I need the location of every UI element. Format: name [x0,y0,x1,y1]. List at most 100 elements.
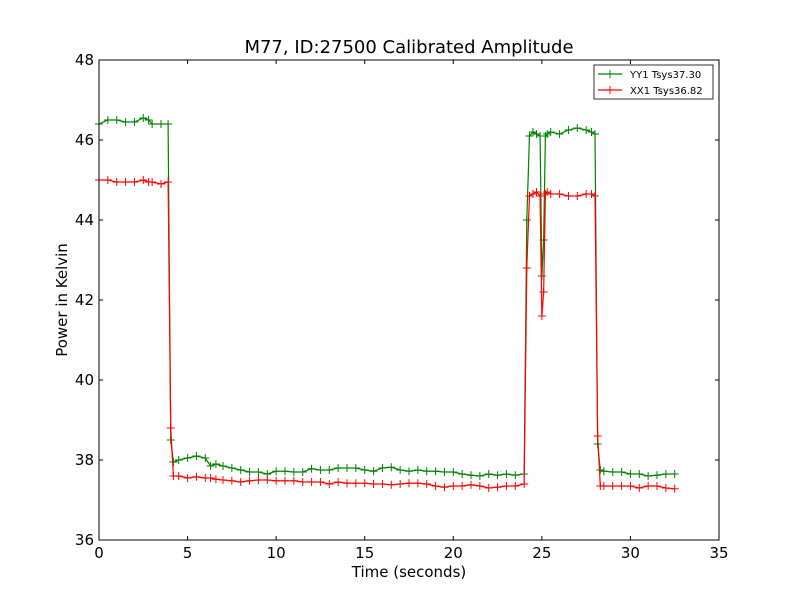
data-point [201,454,210,462]
data-point [148,120,157,128]
data-point [343,464,351,472]
data-point [263,476,272,484]
data-point [670,484,679,493]
data-point [378,464,387,472]
data-point [582,126,591,134]
x-tick-label: 0 [94,544,104,562]
data-point [493,483,502,492]
data-point [211,475,220,484]
x-tick-label: 25 [532,544,551,562]
data-point [183,474,192,482]
data-point [169,458,178,466]
data-point [396,466,405,474]
data-point [281,467,289,476]
y-tick-label: 44 [75,211,94,229]
data-point [467,471,475,480]
data-point [413,479,422,488]
data-point [431,467,440,476]
data-point [396,480,405,488]
data-point [661,484,670,492]
y-tick-label: 48 [75,51,94,69]
data-point [458,470,467,478]
data-point [298,478,307,486]
data-point [281,476,289,485]
data-point [157,180,165,188]
x-tick-label: 20 [444,544,463,562]
data-point [484,470,493,478]
data-point [245,468,254,476]
data-point [236,478,245,486]
data-point [626,482,635,490]
legend-label: XX1 Tsys36.82 [630,86,703,97]
data-point [316,478,325,486]
data-point [431,482,440,490]
data-point [369,467,378,476]
ticks-layer: 0 5 10 15 20 25 30 35 36 38 40 42 44 46 48 [75,51,729,562]
chart-title: M77, ID:27500 Calibrated Amplitude [244,37,573,58]
data-point [405,467,413,476]
data-point [511,471,520,480]
data-point [587,190,596,198]
data-point [532,188,541,196]
data-point [130,118,139,126]
data-point [351,464,360,472]
y-tick-label: 46 [75,131,94,149]
data-point [236,466,245,474]
data-point [599,467,608,476]
data-point [536,192,545,200]
data-point [522,264,531,272]
data-point [440,468,449,476]
data-point [298,468,307,476]
data-point [325,466,334,474]
data-point [206,474,215,482]
legend-marker [606,70,614,78]
data-point [148,178,157,186]
x-tick-label: 35 [709,544,728,562]
data-point [334,478,343,486]
data-point [502,482,511,490]
data-point [211,460,220,468]
data-point [522,216,531,224]
data-point [112,116,121,124]
data-point [608,468,617,476]
data-point [449,468,458,476]
x-tick-label: 10 [267,544,286,562]
data-point [573,192,582,200]
data-point [537,312,546,320]
data-point [413,466,422,474]
x-tick-label: 5 [183,544,193,562]
data-point [539,288,548,296]
data-point [343,479,351,488]
data-point [289,468,298,476]
data-point [289,476,298,485]
data-point [254,476,263,484]
data-point [144,116,153,124]
data-point [467,480,475,489]
data-point [206,462,215,470]
data-point [591,192,599,200]
data-point [520,480,529,488]
data-point [670,470,679,478]
x-tick-label: 15 [355,544,374,562]
data-point [573,124,582,132]
data-point [166,424,175,432]
data-point [475,482,484,490]
data-point [103,116,112,124]
data-point [626,470,635,478]
data-point [219,476,227,484]
data-point [422,467,431,476]
data-point [644,482,653,490]
data-point [617,468,626,476]
data-point [351,479,360,488]
data-point [378,480,387,488]
data-point [564,192,573,200]
data-point [608,482,617,490]
data-point [484,484,493,492]
data-point [360,466,369,474]
data-point [164,178,173,186]
data-point [121,118,130,126]
data-point [192,452,201,460]
data-point [653,471,661,480]
data-point [272,467,281,476]
data-point [475,472,484,480]
